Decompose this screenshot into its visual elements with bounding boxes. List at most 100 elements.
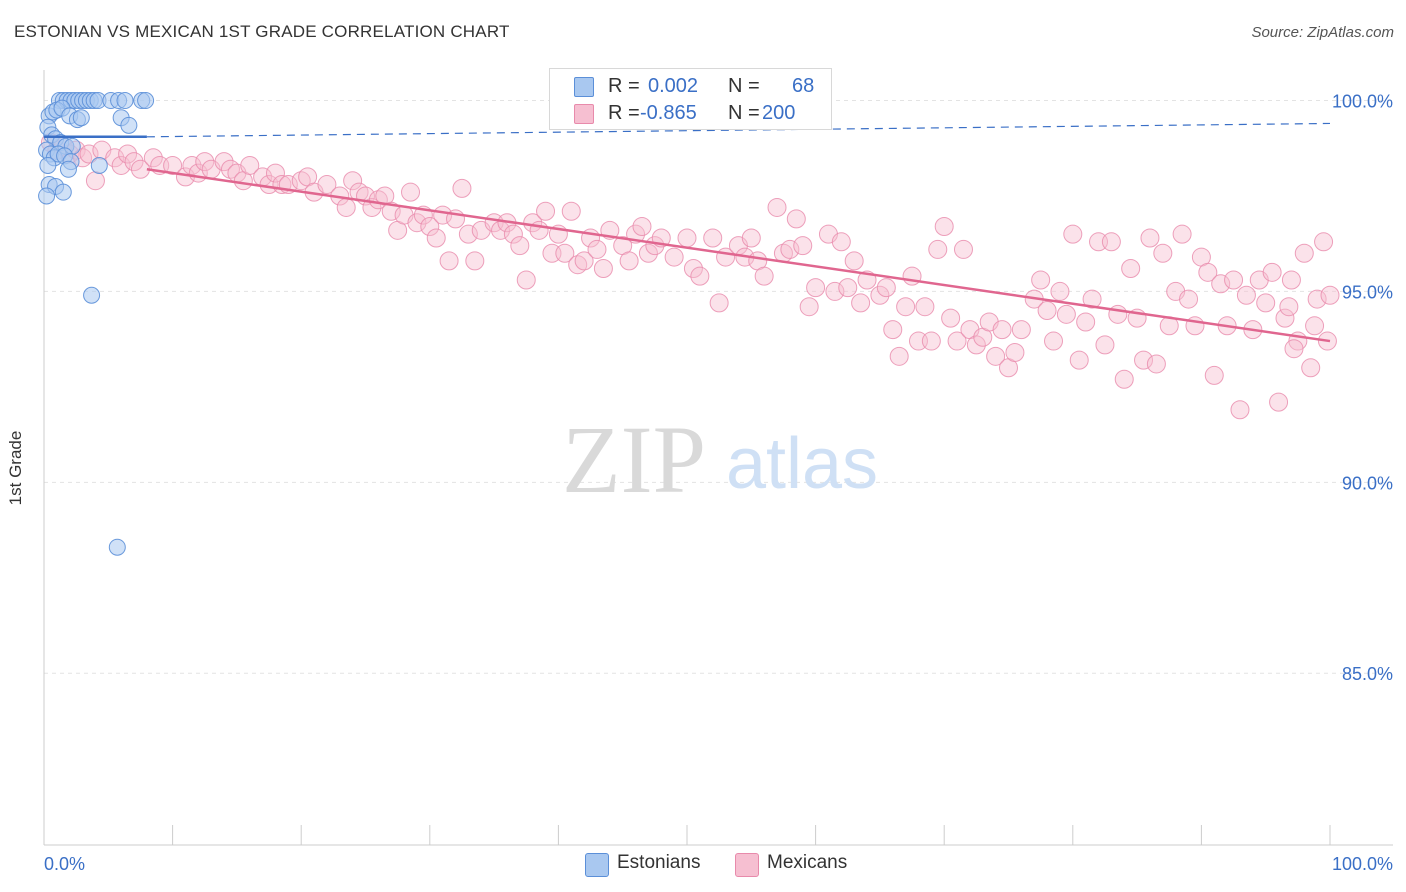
mexican-point: [947, 331, 967, 351]
watermark-atlas: atlas: [726, 424, 878, 504]
mexican-point: [1101, 232, 1121, 252]
bottom-legend-label-estonians: Estonians: [617, 852, 701, 873]
mexican-point: [105, 148, 125, 168]
mexican-point: [85, 171, 105, 191]
mexican-point: [870, 285, 890, 305]
mexican-point: [992, 320, 1012, 340]
mexican-point: [921, 331, 941, 351]
estonian-point: [83, 286, 101, 304]
mexican-point: [536, 201, 556, 221]
mexican-point: [1314, 232, 1334, 252]
trend-lines: [44, 122, 1331, 343]
mexican-point: [458, 224, 478, 244]
mexican-point: [574, 251, 594, 271]
bottom-legend-swatch-estonians: [585, 853, 609, 877]
mexican-point: [1305, 316, 1325, 336]
mexican-point: [561, 201, 581, 221]
mexican-point: [806, 278, 826, 298]
mexican-point: [118, 144, 138, 164]
mexican-point: [741, 228, 761, 248]
estonian-point: [72, 109, 90, 127]
mexican-point: [825, 281, 845, 301]
legend-r-label: R =: [608, 102, 640, 124]
mexican-point: [1082, 289, 1102, 309]
mexican-point: [928, 239, 948, 259]
mexican-point: [677, 228, 697, 248]
mexican-point: [632, 217, 652, 237]
legend-n-value-estonians: 68: [792, 75, 815, 97]
mexican-point: [1224, 270, 1244, 290]
mexican-point: [780, 239, 800, 259]
mexican-point: [79, 144, 99, 164]
mexican-point: [838, 278, 858, 298]
legend-r-value-mexicans: -0.865: [640, 102, 697, 124]
mexican-point: [516, 270, 536, 290]
mexican-point: [883, 320, 903, 340]
bottom-legend-swatch-mexicans: [735, 853, 759, 877]
mexican-point: [1236, 285, 1256, 305]
mexican-point: [844, 251, 864, 271]
mexican-point: [452, 178, 472, 198]
mexican-point: [426, 228, 446, 248]
mexican-point: [1279, 297, 1299, 317]
mexican-point: [683, 259, 703, 279]
mexican-point: [420, 217, 440, 237]
mexican-point: [966, 335, 986, 355]
mexican-point: [1211, 274, 1231, 294]
mexican-point: [1146, 354, 1166, 374]
estonian-point: [116, 92, 134, 110]
mexican-point: [1069, 350, 1089, 370]
estonian-trend-extension: [146, 122, 1331, 138]
mexican-point: [703, 228, 723, 248]
mexican-point: [1153, 243, 1173, 263]
legend-row-mexicans: R = -0.865 N = 200: [550, 100, 831, 126]
estonian-point: [39, 156, 57, 174]
source-label: Source: ZipAtlas.com: [1251, 24, 1394, 41]
mexican-point: [851, 293, 871, 313]
estonian-point: [137, 92, 155, 110]
legend-swatch-mexicans: [574, 104, 594, 124]
mexicans-points: [40, 133, 1340, 420]
mexican-point: [214, 152, 234, 172]
mexican-point: [889, 346, 909, 366]
x-tick-label-left: 0.0%: [44, 854, 85, 874]
mexican-point: [124, 152, 144, 172]
mexican-point: [240, 155, 260, 175]
mexican-point: [1140, 228, 1160, 248]
estonian-point: [54, 183, 72, 201]
mexican-point: [195, 152, 215, 172]
mexican-point: [1320, 285, 1340, 305]
mexican-point: [1031, 270, 1051, 290]
mexican-point: [799, 297, 819, 317]
mexican-point: [709, 293, 729, 313]
estonian-point: [108, 538, 126, 556]
mexican-point: [941, 308, 961, 328]
mexican-point: [1275, 308, 1295, 328]
mexican-point: [1294, 243, 1314, 263]
mexican-point: [896, 297, 916, 317]
legend-swatch-estonians: [574, 77, 594, 97]
mexican-point: [111, 155, 131, 175]
estonian-point: [59, 160, 77, 178]
mexican-point: [638, 243, 658, 263]
mexican-point: [690, 266, 710, 286]
mexican-point: [407, 213, 427, 233]
mexican-point: [786, 209, 806, 229]
mexican-point: [1256, 293, 1276, 313]
mexican-point: [182, 155, 202, 175]
mexican-point: [1108, 304, 1128, 324]
estonians-points: [38, 92, 155, 556]
mexican-point: [1307, 289, 1327, 309]
mexican-point: [754, 266, 774, 286]
mexican-point: [619, 251, 639, 271]
y-tick-label: 85.0%: [1342, 664, 1393, 684]
mexican-point: [1121, 259, 1141, 279]
mexican-point: [1281, 270, 1301, 290]
mexican-point: [503, 224, 523, 244]
y-tick-label: 90.0%: [1342, 473, 1393, 493]
mexican-point: [143, 148, 163, 168]
mexican-point: [1037, 301, 1057, 321]
mexican-point: [523, 213, 543, 233]
mexican-point: [1095, 335, 1115, 355]
